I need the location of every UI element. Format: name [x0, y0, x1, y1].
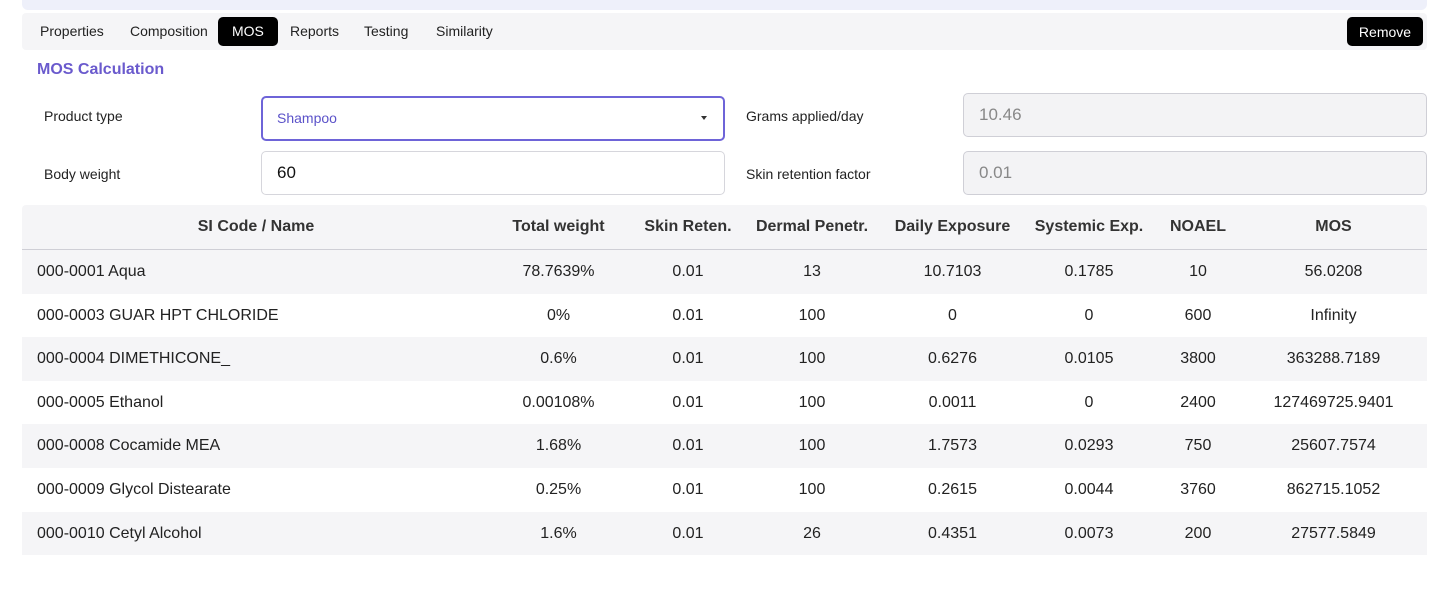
mos-table: SI Code / Name Total weight Skin Reten. …: [22, 205, 1427, 599]
tab-properties[interactable]: Properties: [40, 23, 104, 39]
cell-name: 000-0001 Aqua: [37, 263, 146, 280]
remove-button[interactable]: Remove: [1347, 17, 1423, 46]
table-header: SI Code / Name Total weight Skin Reten. …: [22, 205, 1427, 250]
header-total-weight: Total weight: [512, 218, 605, 235]
cell-systemic-exp: 0.0293: [1064, 437, 1114, 455]
cell-daily-exposure: 10.7103: [923, 263, 982, 280]
table-row-partial: [22, 555, 1427, 599]
tab-composition[interactable]: Composition: [130, 23, 208, 39]
cell-skin-reten: 0.01: [672, 306, 704, 324]
header-skin-reten: Skin Reten.: [644, 218, 732, 235]
table-row: 000-0003 GUAR HPT CHLORIDE 0% 0.01 100 0…: [22, 293, 1427, 338]
grams-applied-input: [963, 93, 1427, 137]
cell-noael: 10: [1189, 263, 1207, 280]
cell-mos: 56.0208: [1304, 263, 1363, 280]
cell-skin-reten: 0.01: [672, 524, 704, 542]
cell-name: 000-0009 Glycol Distearate: [37, 480, 231, 498]
cell-skin-reten: 0.01: [672, 263, 704, 280]
cell-total-weight: 1.6%: [540, 524, 577, 542]
cell-skin-reten: 0.01: [672, 480, 704, 498]
cell-daily-exposure: 0.4351: [928, 524, 977, 542]
top-strip: [22, 0, 1427, 10]
cell-noael: 200: [1184, 524, 1212, 542]
cell-name: 000-0004 DIMETHICONE_: [37, 350, 230, 368]
cell-total-weight: 78.7639%: [522, 263, 595, 280]
header-systemic-exp: Systemic Exp.: [1034, 218, 1144, 235]
cell-systemic-exp: 0: [1084, 393, 1094, 411]
body-weight-label: Body weight: [44, 166, 121, 182]
skin-retention-input: [963, 151, 1427, 195]
product-type-label: Product type: [44, 108, 123, 124]
cell-systemic-exp: 0: [1084, 306, 1094, 324]
cell-mos: 363288.7189: [1286, 350, 1381, 368]
cell-dermal-penetr: 100: [798, 437, 826, 455]
cell-noael: 750: [1184, 437, 1212, 455]
header-dermal-penetr: Dermal Penetr.: [755, 218, 869, 235]
cell-noael: 3800: [1180, 350, 1216, 368]
cell-mos: 127469725.9401: [1273, 393, 1394, 411]
cell-total-weight: 0%: [546, 306, 571, 324]
cell-name: 000-0003 GUAR HPT CHLORIDE: [37, 306, 279, 324]
cell-systemic-exp: 0.0073: [1064, 524, 1114, 542]
product-type-value: Shampoo: [277, 110, 337, 126]
tab-reports[interactable]: Reports: [290, 23, 340, 39]
cell-daily-exposure: 0.0011: [928, 393, 977, 411]
cell-total-weight: 0.25%: [535, 480, 582, 498]
table-row: 000-0001 Aqua 78.7639% 0.01 13 10.7103 0…: [22, 250, 1427, 294]
cell-daily-exposure: 0.2615: [928, 480, 977, 498]
cell-name: 000-0008 Cocamide MEA: [37, 437, 221, 455]
cell-dermal-penetr: 100: [798, 393, 826, 411]
cell-name: 000-0010 Cetyl Alcohol: [37, 524, 202, 542]
section-title: MOS Calculation: [37, 61, 165, 78]
cell-dermal-penetr: 100: [798, 350, 826, 368]
product-type-select[interactable]: Shampoo: [261, 96, 725, 141]
header-mos: MOS: [1315, 218, 1352, 235]
tab-mos[interactable]: MOS: [218, 17, 278, 46]
tab-testing[interactable]: Testing: [364, 23, 409, 39]
table-row: 000-0004 DIMETHICONE_ 0.6% 0.01 100 0.62…: [22, 337, 1427, 381]
cell-mos: Infinity: [1310, 306, 1357, 324]
table-row: 000-0010 Cetyl Alcohol 1.6% 0.01 26 0.43…: [22, 511, 1427, 556]
cell-skin-reten: 0.01: [672, 393, 704, 411]
cell-systemic-exp: 0.0105: [1064, 350, 1114, 368]
caret-down-icon: [701, 116, 707, 120]
table-row: 000-0008 Cocamide MEA 1.68% 0.01 100 1.7…: [22, 424, 1427, 468]
cell-noael: 2400: [1180, 393, 1216, 411]
table-row: 000-0009 Glycol Distearate 0.25% 0.01 10…: [22, 467, 1427, 512]
cell-noael: 3760: [1180, 480, 1216, 498]
table-row: 000-0005 Ethanol 0.00108% 0.01 100 0.001…: [22, 380, 1427, 425]
cell-mos: 862715.1052: [1286, 480, 1381, 498]
cell-dermal-penetr: 100: [798, 480, 826, 498]
cell-name: 000-0005 Ethanol: [37, 393, 164, 411]
cell-total-weight: 1.68%: [535, 437, 582, 455]
cell-total-weight: 0.00108%: [522, 393, 595, 411]
cell-daily-exposure: 0.6276: [928, 350, 977, 368]
header-si-code-name: SI Code / Name: [197, 218, 315, 235]
tab-bar: Properties Composition MOS Reports Testi…: [22, 13, 1427, 50]
skin-retention-label: Skin retention factor: [746, 166, 871, 182]
tab-similarity[interactable]: Similarity: [436, 23, 493, 39]
cell-systemic-exp: 0.1785: [1064, 263, 1114, 280]
body-weight-input[interactable]: [261, 151, 725, 195]
grams-applied-label: Grams applied/day: [746, 108, 864, 124]
cell-daily-exposure: 1.7573: [928, 437, 977, 455]
header-daily-exposure: Daily Exposure: [894, 218, 1011, 235]
cell-skin-reten: 0.01: [672, 350, 704, 368]
cell-dermal-penetr: 26: [803, 524, 821, 542]
cell-skin-reten: 0.01: [672, 437, 704, 455]
cell-total-weight: 0.6%: [540, 350, 577, 368]
cell-dermal-penetr: 13: [803, 263, 821, 280]
cell-systemic-exp: 0.0044: [1064, 480, 1114, 498]
header-noael: NOAEL: [1170, 218, 1226, 235]
cell-noael: 600: [1184, 306, 1212, 324]
cell-daily-exposure: 0: [948, 306, 957, 324]
cell-dermal-penetr: 100: [798, 306, 826, 324]
table-body: 000-0001 Aqua 78.7639% 0.01 13 10.7103 0…: [22, 250, 1427, 599]
cell-mos: 27577.5849: [1291, 524, 1376, 542]
cell-mos: 25607.7574: [1291, 437, 1376, 455]
